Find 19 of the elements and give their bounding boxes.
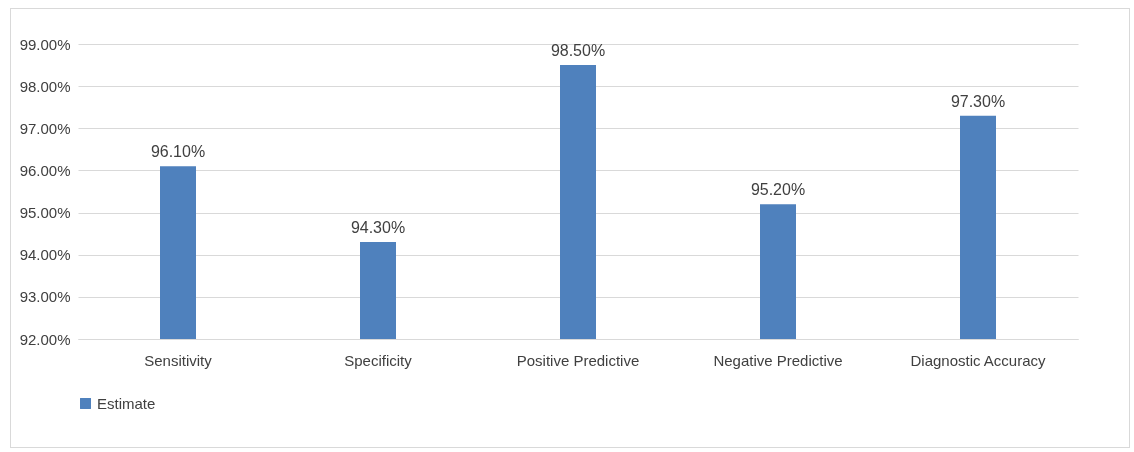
data-label: 94.30%	[350, 219, 406, 237]
y-tick-label: 95.00%	[19, 204, 71, 222]
data-label: 96.10%	[150, 143, 206, 161]
data-label: 97.30%	[950, 92, 1006, 110]
y-tick-label: 96.00%	[19, 161, 71, 179]
x-tick-label: Diagnostic Accuracy	[910, 351, 1047, 369]
x-tick-label: Specificity	[344, 351, 413, 369]
legend-label: Estimate	[97, 394, 156, 412]
y-tick-label: 98.00%	[19, 77, 71, 95]
y-tick-label: 93.00%	[19, 288, 71, 306]
data-label: 98.50%	[550, 42, 606, 60]
x-tick-label: Negative Predictive	[713, 351, 843, 369]
x-tick-label: Positive Predictive	[516, 351, 640, 369]
y-tick-label: 99.00%	[19, 35, 71, 53]
y-tick-label: 97.00%	[19, 119, 71, 137]
x-tick-label: Sensitivity	[144, 351, 213, 369]
y-tick-label: 94.00%	[19, 246, 71, 264]
data-label: 95.20%	[750, 181, 806, 199]
y-tick-label: 92.00%	[19, 330, 71, 348]
